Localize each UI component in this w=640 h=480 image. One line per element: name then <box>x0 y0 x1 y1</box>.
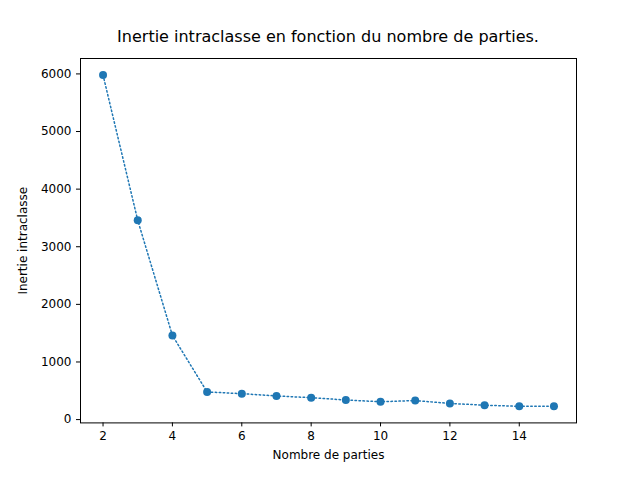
svg-text:4000: 4000 <box>41 182 72 196</box>
svg-text:1000: 1000 <box>41 355 72 369</box>
svg-text:2000: 2000 <box>41 297 72 311</box>
svg-text:0: 0 <box>64 412 72 426</box>
html-text:Inertie intraclasse en fonctio: Inertie intraclasse en fonction du nombr… <box>117 27 539 46</box>
svg-text:6: 6 <box>238 429 246 443</box>
svg-text:4: 4 <box>169 429 177 443</box>
svg-text:Inertie intraclasse: Inertie intraclasse <box>16 187 30 295</box>
svg-text:6000: 6000 <box>41 67 72 81</box>
svg-text:14: 14 <box>512 429 527 443</box>
svg-text:5000: 5000 <box>41 124 72 138</box>
svg-text:Nombre de parties: Nombre de parties <box>273 448 385 462</box>
svg-text:3000: 3000 <box>41 240 72 254</box>
svg-text:12: 12 <box>442 429 457 443</box>
svg-text:8: 8 <box>307 429 315 443</box>
svg-text:10: 10 <box>373 429 388 443</box>
svg-text:2: 2 <box>99 429 107 443</box>
